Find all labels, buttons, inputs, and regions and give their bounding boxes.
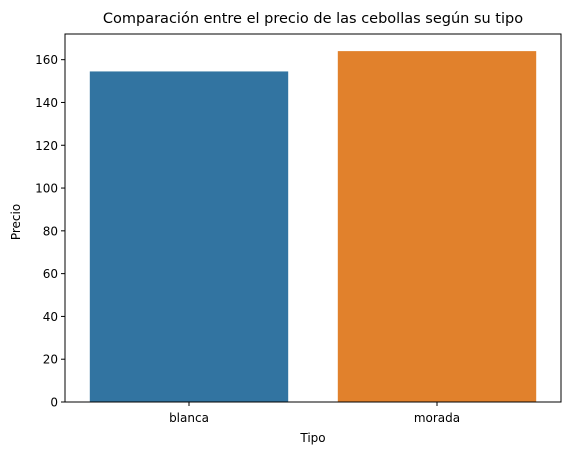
bar-morada	[337, 51, 537, 403]
x-axis-label: Tipo	[299, 431, 325, 445]
y-tick-label: 120	[35, 139, 58, 153]
plot-area: blanca morada 0 20 40 60 80 100 120 140 160	[35, 33, 562, 425]
y-tick-label: 40	[43, 310, 58, 324]
y-tick-label: 20	[43, 353, 58, 367]
x-tick-label-blanca: blanca	[169, 411, 209, 425]
y-tick-label: 60	[43, 267, 58, 281]
y-tick-label: 100	[35, 182, 58, 196]
y-tick-label: 160	[35, 53, 58, 67]
y-tick-label: 0	[50, 396, 58, 410]
x-tick-label-morada: morada	[414, 411, 460, 425]
axes-frame	[64, 33, 562, 403]
y-axis-label: Precio	[9, 204, 23, 240]
chart-title: Comparación entre el precio de las cebol…	[103, 11, 523, 27]
bar-blanca	[89, 71, 289, 402]
y-tick-label: 140	[35, 96, 58, 110]
y-tick-label: 80	[43, 224, 58, 238]
